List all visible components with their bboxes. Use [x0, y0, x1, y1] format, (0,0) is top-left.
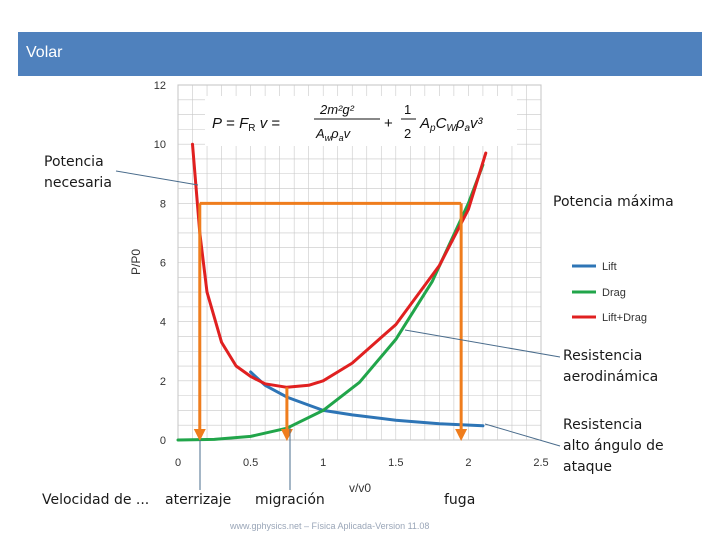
x-tick-label: 0 [175, 457, 181, 469]
x-tick-label: 1 [320, 457, 326, 469]
y-tick-label: 0 [160, 435, 166, 447]
callout-line-resistencia-alto-angulo [484, 423, 561, 447]
series-lift-drag [191, 142, 488, 389]
annotation-resistencia-alto-angulo: Resistencia alto ángulo de ataque [563, 415, 664, 478]
annotation-line: alto ángulo de [563, 438, 664, 454]
legend-drag-label: Drag [602, 287, 626, 299]
y-tick-label: 2 [160, 376, 166, 388]
x-tick-label: 1.5 [388, 457, 403, 469]
chart-xlabel: v/v0 [349, 481, 371, 495]
formula-plus: + [384, 115, 393, 132]
annotation-line: aerodinámica [563, 369, 659, 385]
annotation-line: Potencia máxima [553, 194, 674, 210]
speed-marker-arrowhead [193, 429, 206, 441]
formula-num1: 2m²g² [319, 102, 355, 117]
label-migracion: migración [255, 492, 325, 508]
y-tick-label: 10 [154, 139, 166, 151]
y-tick-label: 8 [160, 198, 166, 210]
legend: Lift Drag Lift+Drag [572, 261, 647, 324]
annotation-line: Resistencia [563, 348, 643, 364]
label-fuga: fuga [444, 492, 476, 508]
x-tick-label: 2 [465, 457, 471, 469]
footer-credit: www.gphysics.net – Física Aplicada-Versi… [230, 521, 430, 531]
x-tick-label: 2.5 [533, 457, 548, 469]
annotation-potencia-necesaria: Potencia necesaria [44, 152, 112, 194]
annotation-line: Potencia [44, 154, 104, 170]
formula-two: 2 [404, 126, 411, 141]
formula-text: P = FR v = [212, 115, 280, 134]
annotation-line: necesaria [44, 175, 112, 191]
speed-marker-arrowhead [455, 429, 468, 441]
legend-liftdrag-label: Lift+Drag [602, 312, 647, 324]
x-tick-label: 0.5 [243, 457, 258, 469]
callout-line-resistencia-aerodinamica [404, 329, 561, 358]
y-tick-label: 12 [154, 80, 166, 92]
annotation-potencia-maxima: Potencia máxima [553, 192, 674, 213]
y-tick-label: 4 [160, 317, 166, 329]
annotation-line: ataque [563, 459, 613, 475]
formula-box [205, 96, 517, 146]
y-tick-label: 6 [160, 258, 166, 270]
label-velocidad: Velocidad de ... [42, 492, 150, 508]
formula-den1: Awρav [315, 126, 352, 143]
formula: P = FR v = 2m²g² Awρav + 1 2 ApCWρav³ [205, 96, 517, 146]
label-aterrizaje: aterrizaje [165, 492, 232, 508]
formula-half: 1 [404, 102, 411, 117]
callout-line-potencia-necesaria [115, 170, 199, 186]
slide-title: Volar [26, 44, 63, 61]
title-bar: Volar [18, 32, 702, 76]
annotation-line: Resistencia [563, 417, 643, 433]
annotation-resistencia-aerodinamica: Resistencia aerodinámica [563, 346, 658, 388]
chart-ylabel: P/P0 [129, 249, 143, 275]
legend-lift-label: Lift [602, 261, 617, 273]
